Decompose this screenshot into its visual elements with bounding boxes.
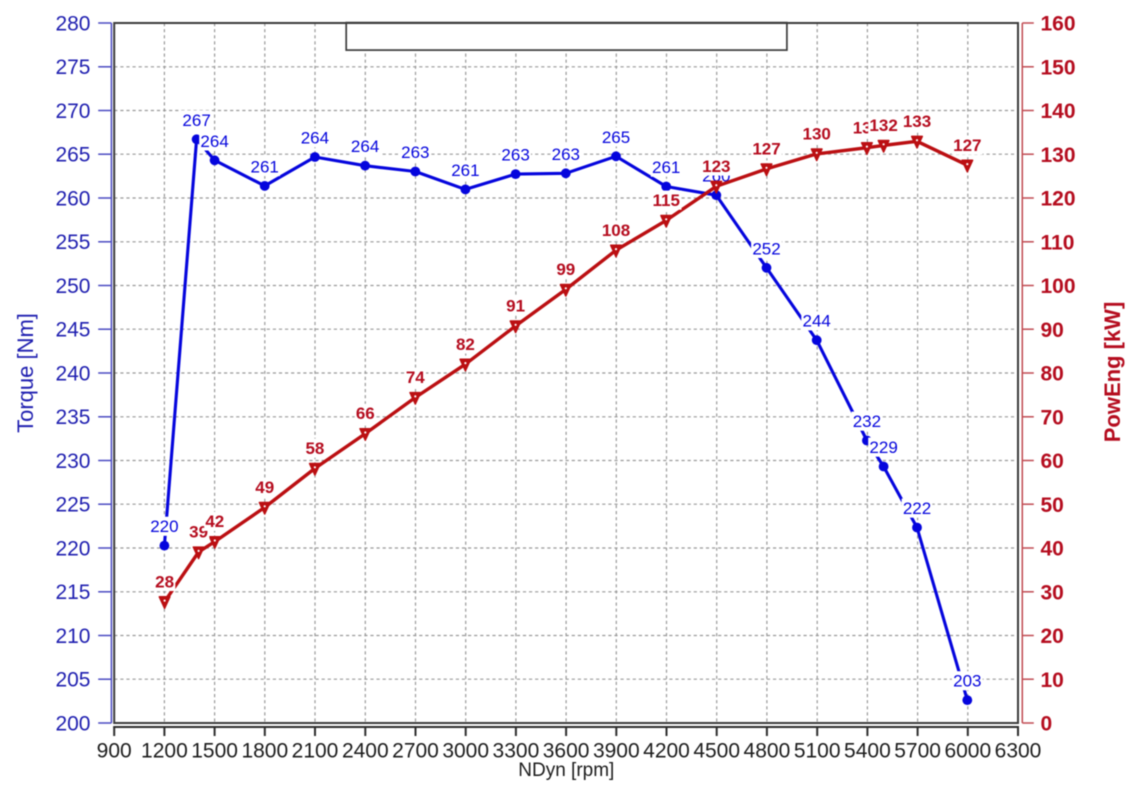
- svg-text:1200: 1200: [141, 739, 188, 762]
- svg-text:5400: 5400: [844, 739, 891, 762]
- svg-text:70: 70: [1041, 406, 1064, 429]
- svg-text:130: 130: [1041, 144, 1076, 167]
- svg-text:4800: 4800: [744, 739, 791, 762]
- svg-text:60: 60: [1041, 450, 1064, 473]
- svg-text:265: 265: [602, 128, 630, 147]
- svg-text:115: 115: [652, 191, 679, 210]
- svg-text:270: 270: [55, 100, 90, 123]
- svg-text:265: 265: [55, 144, 90, 167]
- svg-text:5100: 5100: [794, 739, 841, 762]
- svg-text:82: 82: [456, 335, 475, 354]
- svg-text:264: 264: [351, 137, 379, 156]
- svg-text:275: 275: [55, 56, 90, 79]
- svg-text:80: 80: [1041, 363, 1064, 386]
- svg-text:4500: 4500: [693, 739, 740, 762]
- svg-text:127: 127: [953, 136, 981, 155]
- svg-text:99: 99: [556, 260, 575, 279]
- svg-text:264: 264: [200, 132, 228, 151]
- svg-text:229: 229: [869, 438, 897, 457]
- svg-text:230: 230: [55, 450, 90, 473]
- svg-text:900: 900: [97, 739, 132, 762]
- svg-text:6000: 6000: [944, 739, 991, 762]
- svg-text:150: 150: [1041, 56, 1076, 79]
- svg-text:2100: 2100: [292, 739, 339, 762]
- svg-text:263: 263: [501, 146, 529, 165]
- svg-text:255: 255: [55, 231, 90, 254]
- svg-text:90: 90: [1041, 319, 1064, 342]
- svg-text:263: 263: [552, 145, 580, 164]
- svg-text:260: 260: [55, 187, 90, 210]
- svg-text:Torque [Nm]: Torque [Nm]: [13, 313, 38, 433]
- svg-text:3300: 3300: [493, 739, 540, 762]
- svg-text:0: 0: [1041, 713, 1053, 736]
- svg-text:100: 100: [1041, 275, 1076, 298]
- svg-text:222: 222: [903, 499, 931, 518]
- svg-text:42: 42: [205, 512, 224, 531]
- svg-text:127: 127: [752, 140, 780, 159]
- svg-text:240: 240: [55, 362, 90, 385]
- svg-text:263: 263: [401, 143, 429, 162]
- svg-text:235: 235: [55, 406, 90, 429]
- svg-text:66: 66: [356, 404, 375, 423]
- svg-text:264: 264: [301, 129, 329, 148]
- svg-text:3900: 3900: [593, 739, 640, 762]
- svg-text:133: 133: [903, 112, 931, 131]
- svg-text:123: 123: [702, 157, 730, 176]
- svg-text:NDyn [rpm]: NDyn [rpm]: [518, 760, 614, 781]
- svg-text:160: 160: [1041, 13, 1076, 36]
- svg-text:261: 261: [251, 157, 279, 176]
- svg-text:205: 205: [55, 669, 90, 692]
- svg-text:220: 220: [150, 517, 178, 536]
- svg-text:20: 20: [1041, 625, 1064, 648]
- svg-text:2400: 2400: [342, 739, 389, 762]
- svg-text:58: 58: [305, 439, 324, 458]
- svg-text:252: 252: [752, 239, 780, 258]
- svg-text:215: 215: [55, 581, 90, 604]
- svg-text:1800: 1800: [241, 739, 288, 762]
- svg-text:250: 250: [55, 275, 90, 298]
- svg-text:232: 232: [853, 412, 881, 431]
- svg-text:1500: 1500: [191, 739, 238, 762]
- svg-text:245: 245: [55, 319, 90, 342]
- svg-text:49: 49: [255, 478, 274, 497]
- svg-text:132: 132: [869, 116, 897, 135]
- svg-text:203: 203: [953, 672, 981, 691]
- svg-text:6300: 6300: [995, 739, 1042, 762]
- svg-text:91: 91: [506, 297, 525, 316]
- svg-text:PowEng [kW]: PowEng [kW]: [1100, 302, 1125, 443]
- svg-text:30: 30: [1041, 581, 1064, 604]
- svg-text:10: 10: [1041, 669, 1064, 692]
- svg-text:220: 220: [55, 537, 90, 560]
- svg-text:244: 244: [803, 312, 831, 331]
- svg-text:225: 225: [55, 494, 90, 517]
- svg-text:5700: 5700: [894, 739, 941, 762]
- svg-text:28: 28: [155, 572, 174, 591]
- svg-text:130: 130: [803, 125, 831, 144]
- svg-text:39: 39: [189, 523, 208, 542]
- svg-text:108: 108: [602, 221, 630, 240]
- svg-text:110: 110: [1041, 231, 1075, 254]
- svg-text:140: 140: [1041, 100, 1076, 123]
- svg-text:267: 267: [182, 111, 210, 130]
- svg-text:50: 50: [1041, 494, 1064, 517]
- svg-text:4200: 4200: [643, 739, 690, 762]
- svg-text:2700: 2700: [392, 739, 439, 762]
- svg-text:74: 74: [406, 368, 425, 387]
- svg-text:3600: 3600: [543, 739, 590, 762]
- svg-text:40: 40: [1041, 538, 1064, 561]
- svg-text:261: 261: [652, 158, 680, 177]
- svg-text:120: 120: [1041, 188, 1076, 211]
- svg-text:3000: 3000: [442, 739, 489, 762]
- svg-text:261: 261: [451, 161, 479, 180]
- svg-text:280: 280: [55, 12, 90, 35]
- svg-text:210: 210: [55, 625, 90, 648]
- svg-text:200: 200: [55, 712, 90, 735]
